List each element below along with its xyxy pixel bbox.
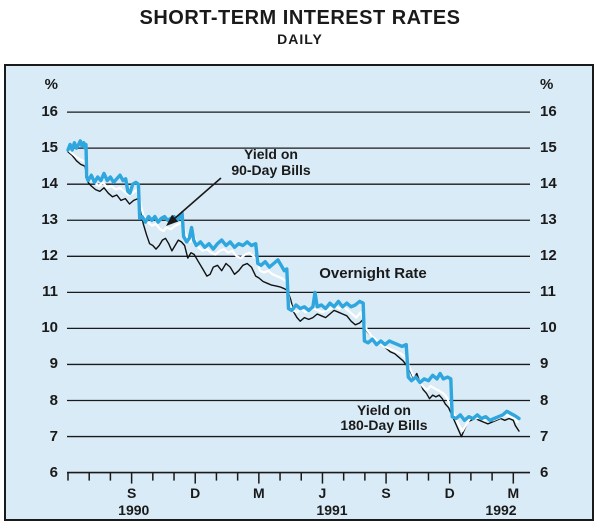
annotation-90day-line1: Yield on — [244, 146, 298, 162]
arrow-head — [166, 214, 178, 226]
x-tick-label-J-12: J — [318, 485, 327, 501]
y-tick-label-right-13: 13 — [540, 211, 557, 229]
y-tick-label-right-9: 9 — [540, 355, 549, 373]
series-line-overnight-rate — [66, 139, 521, 422]
year-label-1991: 1991 — [316, 502, 348, 518]
annotation-90day-line2: 90-Day Bills — [231, 162, 311, 178]
y-tick-label-left-9: 9 — [49, 355, 58, 373]
x-tick-label-M-21: M — [507, 485, 520, 501]
annotation-90day-bills: Yield on 90-Day Bills — [206, 146, 336, 178]
y-tick-label-left-7: 7 — [49, 427, 58, 445]
y-tick-label-left-13: 13 — [41, 211, 58, 229]
y-tick-label-left-11: 11 — [42, 283, 58, 301]
y-tick-label-right-6: 6 — [540, 463, 549, 481]
y-tick-label-left-14: 14 — [41, 175, 58, 193]
x-tick-label-M-9: M — [253, 485, 265, 501]
y-axis-unit-right: % — [540, 76, 554, 93]
y-tick-label-right-10: 10 — [540, 319, 557, 337]
series-line-yield-on-180-day-bills — [67, 151, 520, 438]
y-tick-label-right-7: 7 — [540, 427, 549, 445]
y-tick-label-left-15: 15 — [41, 139, 58, 157]
y-tick-label-right-14: 14 — [540, 175, 557, 193]
year-label-1992: 1992 — [485, 502, 517, 518]
x-tick-label-D-6: D — [190, 485, 201, 501]
x-tick-label-S-3: S — [126, 485, 137, 501]
annotation-overnight-rate: Overnight Rate — [303, 265, 443, 282]
y-tick-label-right-12: 12 — [540, 247, 557, 265]
y-tick-label-right-8: 8 — [540, 391, 549, 409]
y-tick-label-left-6: 6 — [49, 463, 58, 481]
chart-title: SHORT-TERM INTEREST RATES — [139, 7, 461, 29]
x-tick-label-S-15: S — [381, 485, 391, 501]
annotation-180day-line2: 180-Day Bills — [340, 417, 428, 433]
arrow-line — [174, 177, 222, 219]
chart-subtitle: DAILY — [277, 31, 323, 47]
y-tick-label-left-16: 16 — [41, 103, 58, 121]
y-tick-label-right-15: 15 — [540, 139, 557, 157]
annotation-180day-bills: Yield on 180-Day Bills — [314, 403, 454, 433]
y-tick-label-right-16: 16 — [540, 103, 557, 121]
y-tick-label-left-12: 12 — [41, 247, 58, 265]
y-tick-label-left-10: 10 — [41, 319, 58, 337]
annotation-overnight-line1: Overnight Rate — [319, 265, 427, 282]
series-line-yield-on-90-day-bills — [66, 148, 519, 433]
year-label-1990: 1990 — [118, 502, 150, 518]
y-tick-label-right-11: 11 — [540, 283, 556, 301]
annotation-180day-line1: Yield on — [357, 402, 411, 418]
y-tick-label-left-8: 8 — [49, 391, 58, 409]
x-tick-label-D-18: D — [444, 485, 455, 501]
y-axis-unit-left: % — [44, 76, 58, 93]
